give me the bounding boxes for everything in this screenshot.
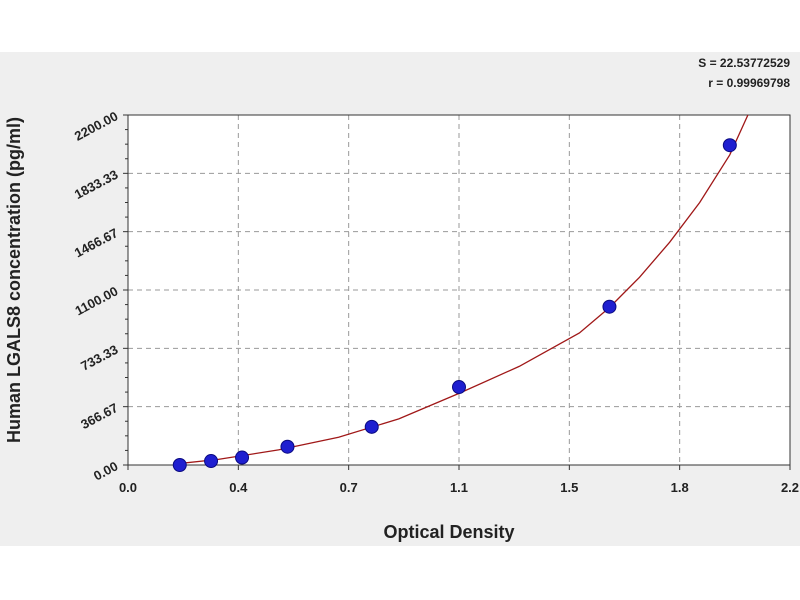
y-tick-label: 1833.33 (72, 167, 121, 202)
data-point (235, 450, 250, 465)
data-point (364, 419, 379, 434)
y-tick-label: 1100.00 (73, 283, 121, 318)
data-point (452, 380, 466, 395)
x-tick-label: 1.5 (560, 480, 578, 495)
x-tick-label: 1.8 (671, 480, 689, 495)
x-tick-label: 2.2 (781, 480, 799, 495)
y-tick-label: 0.00 (91, 458, 120, 483)
y-axis-title: Human LGALS8 concentration (pg/ml) (4, 117, 24, 443)
x-tick-label: 0.7 (340, 480, 358, 495)
fit-statistic-s: S = 22.53772529 (698, 56, 790, 70)
data-point (722, 138, 737, 153)
data-series (172, 114, 749, 472)
x-axis-title: Optical Density (383, 522, 514, 542)
data-point (172, 458, 187, 472)
data-point (204, 454, 219, 469)
x-tick-label: 1.1 (450, 480, 468, 495)
y-tick-label: 2200.00 (72, 108, 121, 143)
x-tick-label: 0.0 (119, 480, 137, 495)
data-point (280, 439, 295, 454)
fit-statistic-r: r = 0.99969798 (708, 76, 790, 90)
y-tick-label: 733.33 (78, 342, 120, 374)
data-point (602, 299, 617, 314)
y-tick-label: 1466.67 (72, 225, 121, 260)
grid (128, 115, 790, 465)
x-tick-label: 0.4 (229, 480, 248, 495)
y-tick-label: 366.67 (78, 400, 120, 432)
